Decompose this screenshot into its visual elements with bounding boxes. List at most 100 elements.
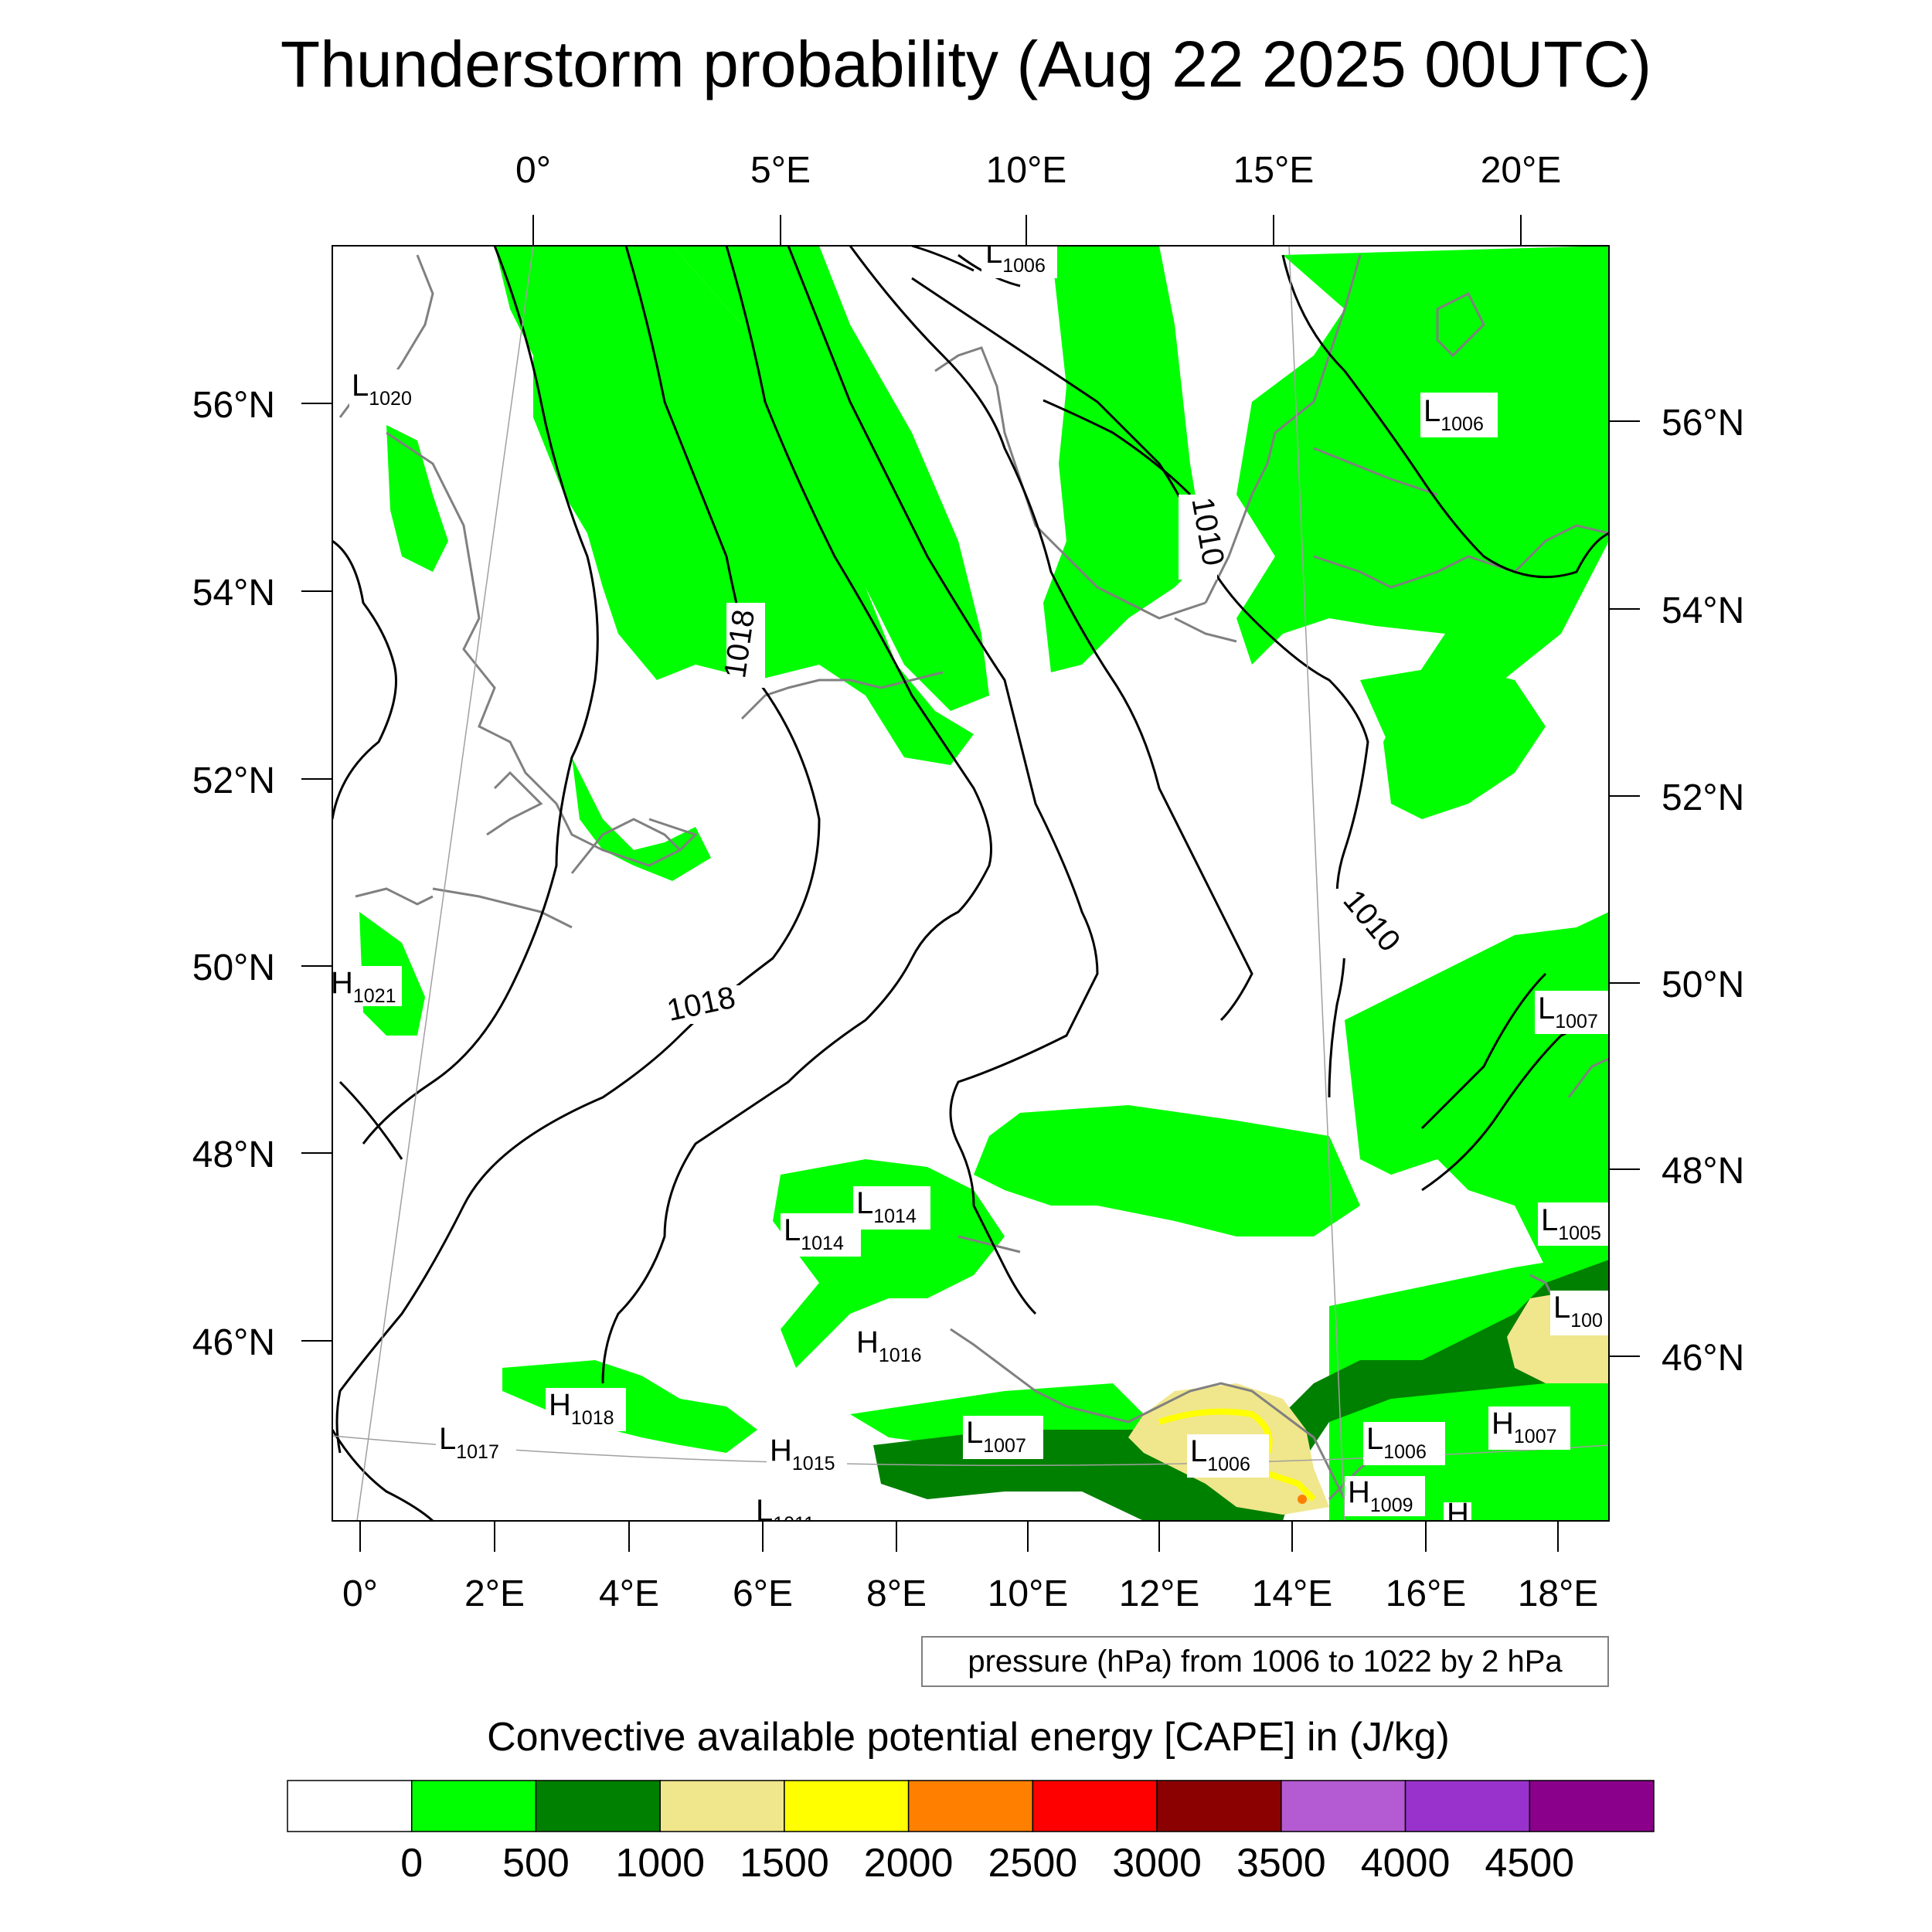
svg-text:H1007: H1007: [1492, 1406, 1557, 1447]
svg-text:L1006: L1006: [1366, 1422, 1427, 1463]
pressure-center-value: 1015: [792, 1453, 835, 1475]
pressure-center-type: L: [1423, 394, 1440, 428]
svg-text:H1009: H1009: [1348, 1475, 1413, 1516]
colorbar: [287, 1780, 1655, 1832]
pressure-center-value: 1020: [369, 388, 412, 410]
pressure-center-type: H: [856, 1325, 879, 1359]
top-lon-label: 5°E: [750, 150, 811, 191]
contour-info-box: pressure (hPa) from 1006 to 1022 by 2 hP…: [921, 1636, 1609, 1687]
right-lat-label: 54°N: [1662, 590, 1744, 631]
svg-text:L1017: L1017: [439, 1422, 499, 1463]
svg-text:L1011: L1011: [756, 1494, 815, 1535]
pressure-center-value: 1006: [1440, 413, 1484, 435]
svg-text:L1006: L1006: [1423, 394, 1484, 435]
colorbar-swatch: [907, 1780, 1034, 1832]
map-frame: [332, 245, 1610, 1522]
pressure-center: L100: [1550, 1291, 1609, 1335]
colorbar-tick-label: 2000: [864, 1841, 954, 1886]
svg-text:L1007: L1007: [966, 1416, 1026, 1457]
pressure-center-type: L: [1541, 1203, 1558, 1237]
left-lat-label: 56°N: [192, 385, 275, 426]
map-title: Thunderstorm probability (Aug 22 2025 00…: [281, 28, 1651, 100]
bottom-lon-label: 0°: [342, 1573, 378, 1614]
pressure-center-value: 1006: [1383, 1441, 1427, 1463]
top-lon-label: 15°E: [1233, 150, 1315, 191]
right-lat-label: 52°N: [1662, 777, 1744, 818]
pressure-center-value: 1017: [456, 1441, 499, 1463]
pressure-center-type: L: [1366, 1422, 1383, 1456]
colorbar-swatch: [659, 1780, 785, 1832]
isobar-label-4: 1010: [1329, 883, 1406, 958]
pressure-center-value: 1021: [353, 985, 396, 1007]
colorbar-tick-label: 0: [400, 1841, 423, 1886]
pressure-center-value: 1006: [1207, 1454, 1250, 1475]
pressure-center-value: 1005: [1558, 1223, 1601, 1244]
pressure-center-type: H: [770, 1434, 792, 1468]
pressure-center-value: 1014: [873, 1206, 917, 1227]
bottom-lon-label: 10°E: [988, 1573, 1069, 1614]
left-lat-axis: [301, 403, 332, 1342]
colorbar-swatch: [1032, 1780, 1158, 1832]
pressure-center-type: L: [784, 1213, 801, 1247]
colorbar-swatch: [1281, 1780, 1406, 1832]
pressure-center-value: 1007: [1514, 1426, 1557, 1447]
colorbar-swatch: [535, 1780, 661, 1832]
pressure-center: L1017: [436, 1422, 516, 1465]
svg-text:L1014: L1014: [784, 1213, 844, 1254]
colorbar-tick-label: 4000: [1361, 1841, 1451, 1886]
pressure-center-type: L: [966, 1416, 983, 1450]
pressure-center-value: 1018: [571, 1407, 614, 1429]
pressure-center-type: L: [1553, 1291, 1570, 1325]
svg-text:L1014: L1014: [856, 1186, 917, 1227]
svg-text:L100: L100: [1553, 1291, 1603, 1332]
pressure-center-type: H: [331, 966, 353, 1000]
pressure-center-value: 1007: [983, 1435, 1026, 1457]
colorbar-tick-label: 2500: [988, 1841, 1078, 1886]
colorbar-tick-label: 1500: [740, 1841, 829, 1886]
colorbar-labels: 0 500 1000 1500 2000 2500 3000 3500 4000 4500: [400, 1841, 1574, 1886]
left-lat-label: 46°N: [192, 1322, 275, 1363]
colorbar-swatch: [1404, 1780, 1531, 1832]
bottom-lon-label: 8°E: [866, 1573, 927, 1614]
bottom-lon-axis: [359, 1521, 1559, 1552]
pressure-center-value: 1016: [879, 1345, 922, 1366]
pressure-center-type: L: [756, 1494, 773, 1528]
svg-text:L1006: L1006: [1190, 1434, 1250, 1475]
pressure-center: H1007: [1488, 1406, 1570, 1450]
pressure-center: H: [1444, 1497, 1471, 1531]
isobar-label-2: 1018: [661, 981, 746, 1028]
colorbar-swatch: [287, 1780, 413, 1832]
colorbar-swatch: [784, 1780, 910, 1832]
pressure-center-type: H: [1492, 1406, 1514, 1440]
pressure-center-value: 1006: [1002, 255, 1046, 277]
bottom-lon-label: 12°E: [1119, 1573, 1200, 1614]
left-lat-label: 48°N: [192, 1134, 275, 1175]
svg-text:L1020: L1020: [352, 369, 412, 410]
top-lon-label: 10°E: [986, 150, 1067, 191]
bottom-lon-label: 18°E: [1518, 1573, 1599, 1614]
pressure-center-type: L: [1538, 992, 1555, 1026]
svg-text:L1007: L1007: [1538, 992, 1598, 1032]
pressure-center-value: 1011: [773, 1513, 815, 1535]
bottom-lon-label: 16°E: [1386, 1573, 1467, 1614]
colorbar-tick-label: 500: [502, 1841, 570, 1886]
pressure-center: H1015: [767, 1434, 847, 1478]
cape-500-1000-fill: [873, 1260, 1609, 1521]
right-lat-axis: [1609, 420, 1640, 1357]
colorbar-tick-label: 4500: [1485, 1841, 1574, 1886]
pressure-center: H1016: [853, 1325, 940, 1368]
pressure-center-value: 1009: [1370, 1495, 1413, 1516]
pressure-center-type: L: [1190, 1434, 1207, 1468]
map-area: 1018 1018 1010 1010 L1006 L1020 L1006: [331, 246, 1609, 1535]
top-lon-label: 0°: [515, 150, 551, 191]
pressure-center: H1021: [331, 966, 402, 1007]
top-lon-label: 20°E: [1481, 150, 1562, 191]
pressure-center-type: H: [1447, 1497, 1469, 1531]
left-lat-label: 52°N: [192, 760, 275, 801]
pressure-center-type: H: [549, 1388, 571, 1422]
colorbar-swatch: [410, 1780, 537, 1832]
colorbar-swatch: [1529, 1780, 1655, 1832]
left-lat-label: 54°N: [192, 573, 275, 614]
svg-text:L1005: L1005: [1541, 1203, 1601, 1244]
pressure-center: L1014: [853, 1186, 930, 1230]
